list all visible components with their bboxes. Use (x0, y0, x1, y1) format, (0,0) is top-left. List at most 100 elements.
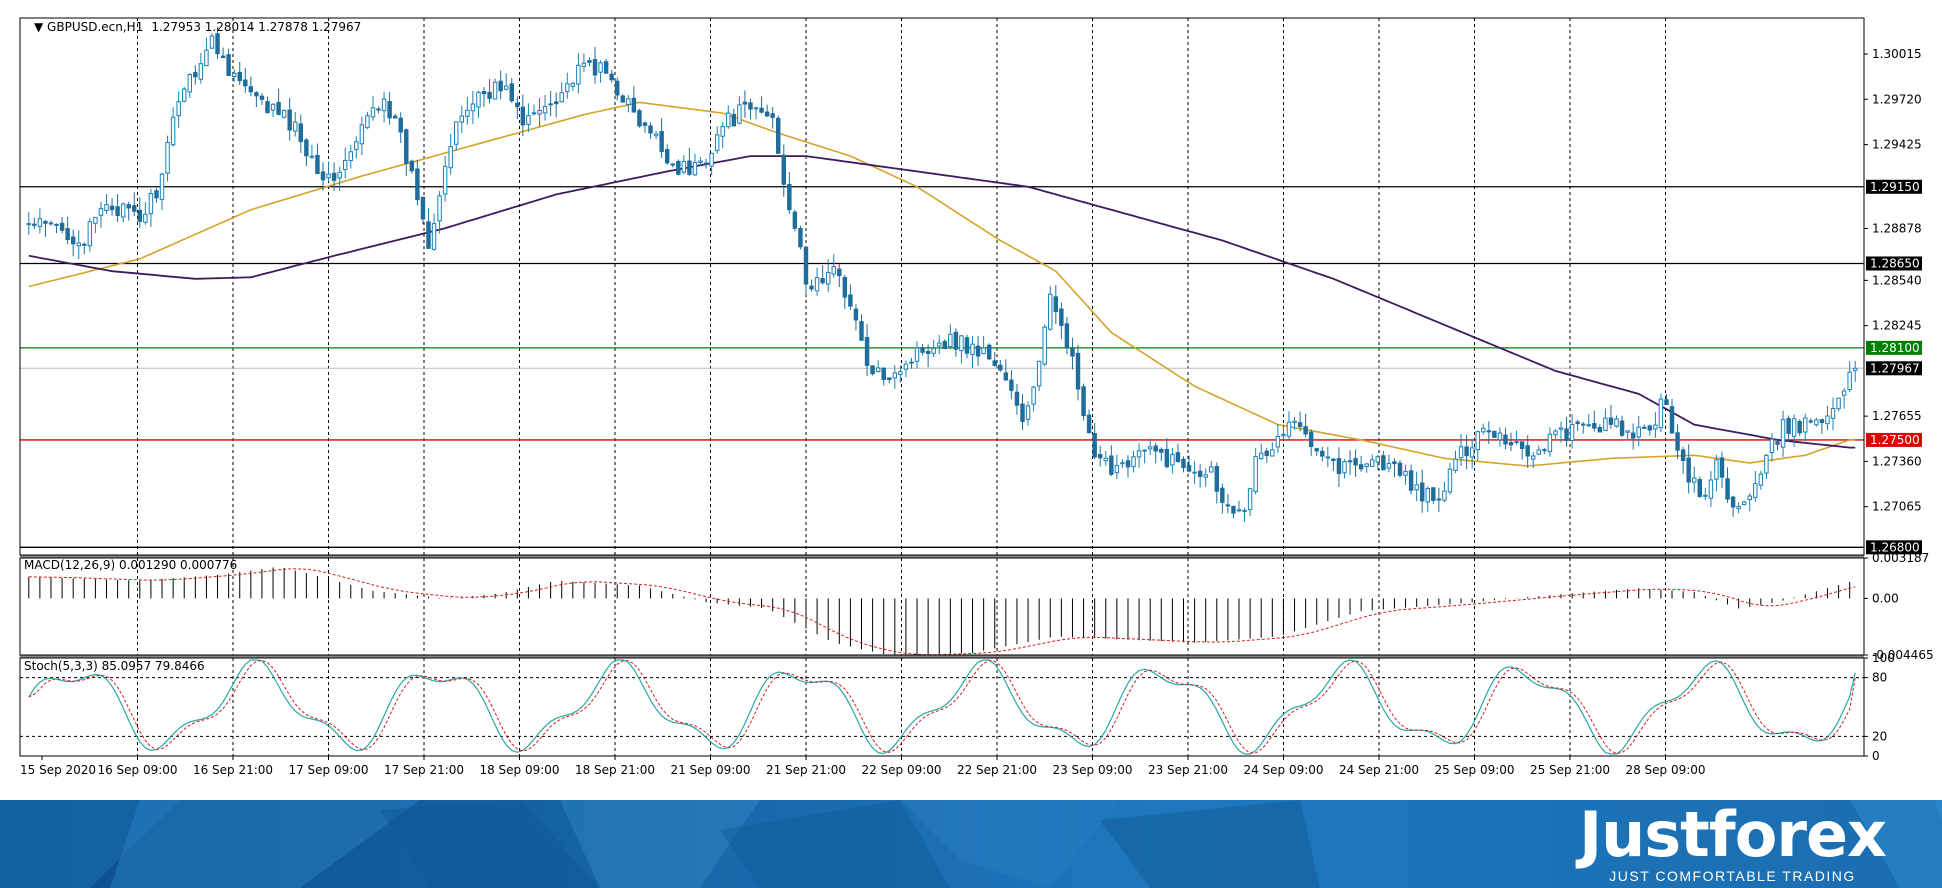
candle-bull (526, 114, 531, 125)
candle-bear (1730, 496, 1736, 508)
candle-bull (270, 103, 276, 111)
price-chart[interactable]: 1.29150 1.28650 1.28100 1.27500 1.26800 1.279… (0, 0, 1942, 800)
candle-bull (87, 221, 93, 247)
x-tick-label: 23 Sep 21:00 (1148, 763, 1228, 777)
candle-bull (681, 160, 687, 173)
symbol-label: GBPUSD.ecn,H1 (47, 20, 143, 34)
candle-bull (293, 121, 298, 132)
candle-bear (387, 101, 392, 119)
candle-bear (1175, 452, 1181, 463)
candle-bear (1819, 419, 1825, 424)
chart-header-symbol: ▼ GBPUSD.ecn,H1 1.27953 1.28014 1.27878 1… (34, 20, 361, 34)
candle-bear (1408, 470, 1414, 491)
candle-bull (1764, 454, 1769, 474)
candle-bull (1258, 452, 1264, 459)
candle-bull (1414, 484, 1419, 491)
stoch-y-tick-label: 80 (1872, 671, 1887, 685)
candle-bull (1636, 426, 1641, 438)
candle-bull (1847, 371, 1852, 391)
candle-bear (32, 223, 37, 226)
candle-bull (48, 222, 54, 225)
candle-bull (1442, 490, 1447, 501)
level-tag-label: 1.26800 (1870, 540, 1920, 554)
candle-bear (953, 331, 959, 350)
candle-bear (631, 97, 637, 113)
candle-bull (1780, 419, 1786, 448)
candle-bull (1236, 509, 1242, 512)
candle-bull (1253, 456, 1258, 493)
level-tag (1866, 256, 1922, 271)
x-tick-label: 15 Sep 2020 (20, 763, 96, 777)
candle-bear (748, 102, 753, 110)
candle-bear (637, 110, 642, 127)
candle-bear (1353, 458, 1358, 466)
candle-bear (259, 95, 265, 100)
x-tick-label: 16 Sep 09:00 (97, 763, 177, 777)
candle-bear (992, 360, 997, 366)
candle-bull (1825, 415, 1830, 425)
candle-bear (837, 268, 842, 277)
candle-bull (1286, 421, 1292, 437)
candle-bear (1464, 446, 1469, 457)
candle-bull (1741, 501, 1747, 506)
candle-bull (1714, 459, 1719, 480)
candle-bear (1775, 441, 1780, 445)
x-tick-label: 23 Sep 09:00 (1052, 763, 1132, 777)
level-tag-label: 1.28650 (1870, 256, 1920, 270)
candle-bull (76, 242, 81, 247)
candle-bear (920, 347, 925, 353)
candle-bull (1553, 430, 1558, 436)
candle-bear (1125, 460, 1131, 468)
candle-bear (1419, 482, 1425, 502)
main-panel-frame (19, 17, 1865, 556)
candle-bull (165, 141, 170, 174)
x-tick-label: 25 Sep 21:00 (1530, 763, 1610, 777)
candle-bear (65, 228, 70, 241)
candle-bull (576, 64, 581, 85)
macd-y-tick-label: 0.003187 (1872, 551, 1929, 565)
y-tick-label: 1.28878 (1872, 222, 1922, 236)
candle-bear (676, 161, 681, 175)
candle-bear (126, 204, 131, 209)
candle-bear (1009, 379, 1014, 391)
candle-bull (1342, 460, 1347, 474)
candle-bear (1397, 462, 1403, 476)
candle-bull (542, 105, 548, 114)
candle-bear (220, 55, 226, 59)
candle-bull (1203, 474, 1208, 478)
candle-bear (43, 220, 48, 224)
candle-bear (687, 160, 692, 175)
candle-bear (859, 321, 864, 341)
candle-bull (1447, 468, 1453, 493)
candle-bull (120, 203, 126, 218)
candle-bull (187, 74, 192, 93)
candle-bull (93, 216, 98, 224)
candle-bear (615, 80, 620, 96)
candle-bear (415, 168, 420, 201)
candle-bear (881, 367, 886, 381)
ma-slow-line (28, 155, 1856, 449)
candle-bull (1120, 462, 1125, 465)
candle-bull (970, 343, 975, 356)
candle-bear (1097, 454, 1103, 459)
candle-bear (115, 206, 120, 217)
candle-bear (1597, 427, 1603, 433)
banner-pattern (0, 800, 1942, 888)
candle-bear (1064, 323, 1070, 349)
candle-bull (1292, 420, 1297, 424)
candle-bull (1370, 459, 1375, 467)
candle-bull (931, 347, 936, 354)
candle-bull (503, 85, 509, 90)
header-triangle: ▼ (34, 20, 47, 34)
candle-bear (864, 336, 870, 366)
candle-bull (1114, 464, 1120, 474)
candle-bull (231, 72, 237, 77)
candle-bear (1347, 460, 1353, 463)
candle-bull (1131, 456, 1136, 468)
candle-bull (626, 98, 631, 106)
candle-bear (1186, 464, 1192, 472)
candle-bull (1325, 456, 1331, 459)
candle-bear (520, 106, 526, 126)
candle-bear (331, 172, 337, 181)
candle-bear (237, 71, 242, 82)
